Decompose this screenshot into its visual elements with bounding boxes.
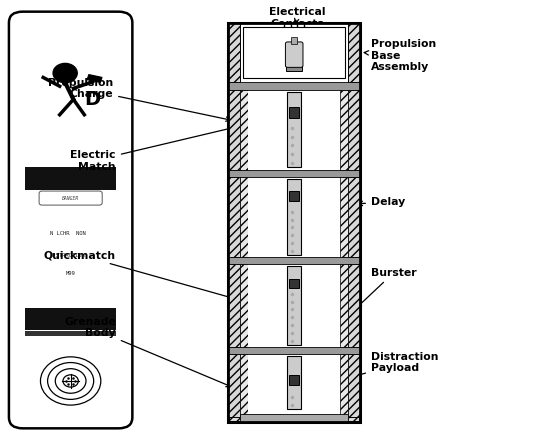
Bar	[25, 308, 116, 324]
Bar	[228, 82, 360, 90]
Bar	[228, 90, 240, 169]
Bar	[228, 22, 360, 422]
Bar	[248, 354, 340, 418]
FancyBboxPatch shape	[9, 11, 133, 429]
Bar	[289, 279, 299, 289]
Bar	[25, 330, 116, 336]
Text: Electrical
Contacts: Electrical Contacts	[269, 7, 325, 29]
FancyBboxPatch shape	[285, 42, 303, 67]
Bar	[287, 179, 301, 255]
Text: Propulsion
Base
Assembly: Propulsion Base Assembly	[364, 39, 436, 72]
Bar	[248, 176, 340, 257]
Text: BANGER: BANGER	[62, 195, 79, 201]
Text: Distraction
Payload: Distraction Payload	[298, 352, 438, 392]
Bar	[292, 37, 297, 44]
Bar	[340, 264, 348, 347]
Bar	[287, 92, 301, 167]
Text: Delay: Delay	[358, 198, 405, 207]
Bar	[228, 176, 240, 257]
Bar	[348, 264, 360, 347]
Text: Grenade
Body: Grenade Body	[64, 317, 230, 387]
Text: Electric
Match: Electric Match	[70, 114, 288, 172]
Text: M99: M99	[66, 271, 75, 275]
Bar	[289, 191, 299, 201]
Bar	[228, 169, 360, 176]
Bar	[348, 176, 360, 257]
Bar	[289, 107, 299, 118]
Text: N LCHR  NON: N LCHR NON	[50, 231, 86, 236]
Bar	[248, 90, 340, 169]
Text: D: D	[85, 90, 101, 109]
Bar	[25, 184, 116, 190]
Bar	[240, 414, 348, 422]
Bar	[348, 90, 360, 169]
Bar	[240, 90, 248, 169]
Bar	[286, 66, 302, 71]
Bar	[340, 354, 348, 418]
Text: Quickmatch: Quickmatch	[44, 250, 240, 301]
Bar	[340, 176, 348, 257]
Bar	[240, 22, 348, 80]
Bar	[348, 354, 360, 418]
Bar	[240, 28, 348, 417]
Text: Propulsion
Charge: Propulsion Charge	[48, 77, 230, 121]
Bar	[228, 354, 240, 418]
Bar	[287, 267, 301, 345]
Text: DISTRACTION: DISTRACTION	[50, 253, 86, 258]
Bar	[287, 356, 301, 409]
Bar	[240, 176, 248, 257]
Bar	[348, 22, 360, 82]
Bar	[228, 347, 360, 354]
Text: Burster: Burster	[357, 268, 417, 307]
Bar	[228, 22, 360, 422]
Circle shape	[53, 63, 77, 83]
Bar	[289, 375, 299, 385]
Bar	[228, 22, 240, 82]
Bar	[243, 27, 345, 78]
Bar	[25, 167, 116, 184]
Bar	[87, 74, 102, 82]
FancyBboxPatch shape	[39, 191, 102, 205]
Bar	[340, 90, 348, 169]
Bar	[25, 324, 116, 330]
Bar	[240, 264, 248, 347]
Bar	[228, 257, 360, 264]
Bar	[248, 264, 340, 347]
Bar	[228, 264, 240, 347]
Bar	[240, 354, 248, 418]
